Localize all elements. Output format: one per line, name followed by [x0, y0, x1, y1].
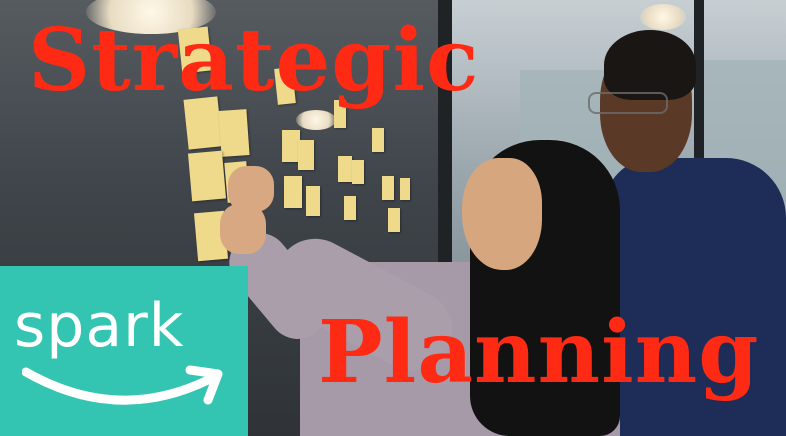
glasses: [588, 92, 668, 114]
sticky-note: [282, 130, 300, 162]
sticky-note: [218, 109, 250, 157]
woman-hand: [220, 204, 266, 254]
sticky-note: [334, 100, 346, 128]
smile-arrow-icon: [22, 365, 223, 405]
man-sweater: [604, 158, 786, 436]
sticky-note: [187, 150, 227, 202]
logo-wordmark: spark: [14, 291, 185, 361]
sticky-note: [344, 196, 356, 220]
spark-logo: [0, 266, 248, 436]
sticky-note: [284, 176, 302, 208]
sticky-note: [338, 156, 352, 182]
woman-face: [462, 158, 542, 270]
sticky-note: [298, 140, 314, 170]
man-hair: [604, 30, 696, 100]
sticky-note: [306, 186, 320, 216]
sticky-note: [382, 176, 394, 200]
sticky-note: [372, 128, 384, 152]
headline-line-1: Strategic: [28, 10, 480, 111]
ceiling-lamp: [296, 110, 336, 130]
sticky-note: [352, 160, 364, 184]
headline-line-2: Planning: [318, 302, 760, 403]
ceiling-lamp: [640, 4, 686, 30]
sticky-note: [400, 178, 410, 200]
sticky-note: [388, 208, 400, 232]
